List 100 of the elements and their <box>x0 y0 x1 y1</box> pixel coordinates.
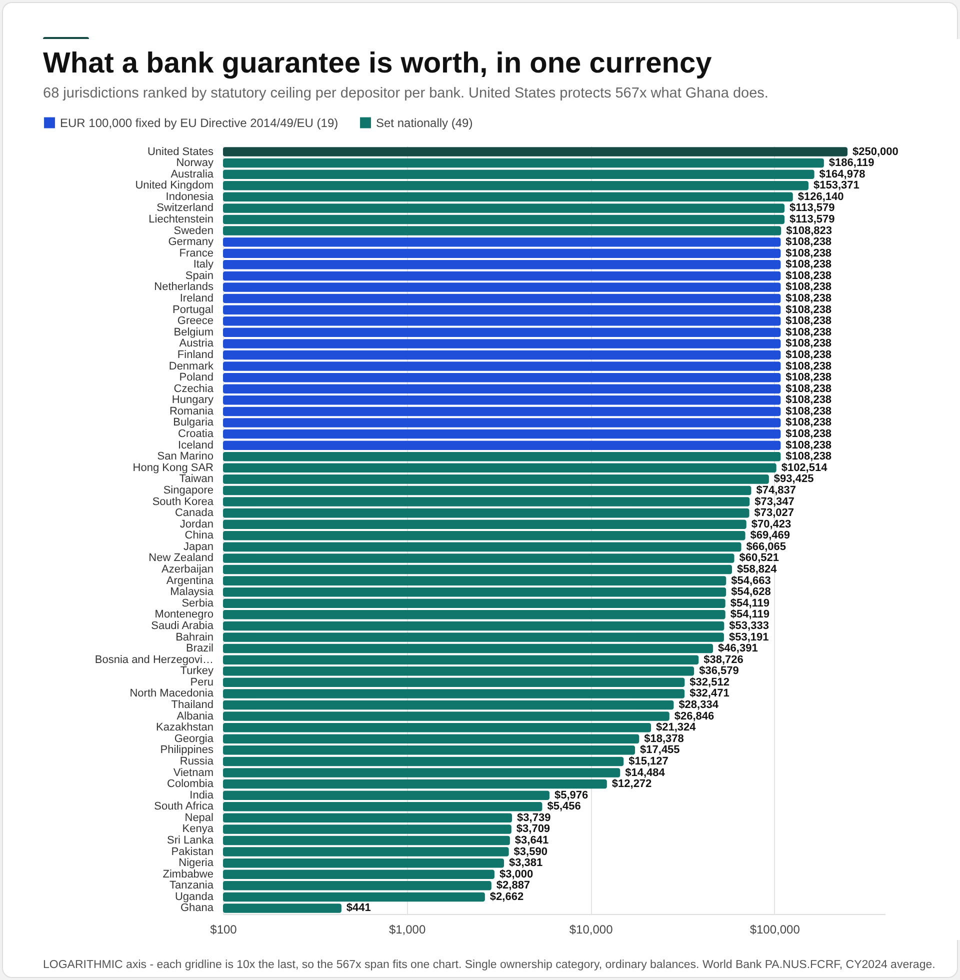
data-label: $46,391 <box>718 642 758 655</box>
chart-title: What a bank guarantee is worth, in one currency <box>43 48 712 80</box>
data-label: $28,334 <box>678 699 720 712</box>
data-label: $113,579 <box>790 202 835 214</box>
data-label: $3,739 <box>517 812 551 824</box>
x-tick-label: $100 <box>210 922 238 936</box>
y-tick-label: Malaysia <box>170 586 214 598</box>
y-tick-label: Uganda <box>174 890 214 903</box>
y-tick-label: United States <box>147 146 214 158</box>
y-tick-label: Zimbabwe <box>162 868 214 880</box>
data-label: $108,238 <box>786 270 832 282</box>
y-tick-label: Thailand <box>171 699 214 712</box>
legend-label: Set nationally (49) <box>376 116 473 130</box>
data-label: $70,423 <box>751 518 792 530</box>
data-label: $108,238 <box>786 394 832 406</box>
data-label: $54,119 <box>730 608 770 621</box>
y-tick-label: Belgium <box>174 326 214 338</box>
y-tick-label: Nigeria <box>178 857 214 870</box>
data-label: $113,579 <box>790 214 835 226</box>
y-tick-label: Kenya <box>182 823 214 836</box>
y-tick-label: France <box>179 247 214 260</box>
data-label: $250,000 <box>852 146 898 158</box>
data-label: $5,456 <box>547 800 581 813</box>
y-tick-label: Peru <box>190 676 214 688</box>
data-label: $14,484 <box>625 766 666 779</box>
y-tick-label: Saudi Arabia <box>151 620 214 632</box>
y-tick-label: South Africa <box>154 800 214 813</box>
y-tick-label: Denmark <box>168 360 214 372</box>
data-label: $108,238 <box>786 348 832 361</box>
y-tick-label: San Marino <box>157 450 214 463</box>
chart-subtitle: 68 jurisdictions ranked by statutory ceiling per depositor per bank. United States protects 567x what Ghana does. <box>43 86 768 102</box>
y-tick-label: Czechia <box>174 382 214 395</box>
data-label: $3,381 <box>509 857 543 870</box>
y-tick-label: Switzerland <box>156 202 214 214</box>
y-tick-label: Jordan <box>180 518 214 530</box>
y-tick-label: United Kingdom <box>135 180 214 192</box>
data-label: $108,238 <box>786 372 832 384</box>
y-tick-label: Azerbaijan <box>162 564 214 576</box>
y-tick-label: Austria <box>179 338 214 350</box>
y-tick-label: Singapore <box>163 484 214 496</box>
legend-label: EUR 100,000 fixed by EU Directive 2014/49/EU (19) <box>60 116 338 130</box>
data-label: $66,065 <box>746 540 786 553</box>
y-tick-label: China <box>184 530 214 542</box>
y-tick-label: Japan <box>184 540 214 553</box>
data-label: $102,514 <box>781 462 828 474</box>
data-label: $53,191 <box>728 631 769 644</box>
data-label: $108,238 <box>786 338 832 350</box>
data-label: $153,371 <box>813 180 860 192</box>
y-tick-label: Spain <box>185 270 214 282</box>
y-tick-label: Nepal <box>184 812 214 824</box>
y-tick-label: Croatia <box>178 428 214 440</box>
y-tick-label: Greece <box>177 315 214 328</box>
data-label: $186,119 <box>828 157 874 170</box>
data-label: $3,709 <box>516 823 550 836</box>
y-tick-label: Sri Lanka <box>167 834 214 846</box>
data-label: $60,521 <box>739 552 780 564</box>
y-tick-label: Liechtenstein <box>148 214 214 226</box>
y-tick-label: Poland <box>179 372 214 384</box>
y-tick-label: New Zealand <box>148 552 214 564</box>
y-tick-label: Australia <box>170 168 214 180</box>
data-label: $2,662 <box>490 890 524 903</box>
data-label: $108,238 <box>786 258 832 271</box>
data-label: $108,238 <box>786 439 832 452</box>
data-label: $93,425 <box>774 473 814 486</box>
y-tick-label: Portugal <box>172 304 214 316</box>
data-label: $126,140 <box>798 190 844 203</box>
y-tick-label: Netherlands <box>154 281 214 294</box>
y-tick-label: Iceland <box>178 439 214 452</box>
y-tick-label: Finland <box>177 348 214 361</box>
data-label: $73,347 <box>754 496 794 508</box>
data-label: $108,238 <box>786 236 832 248</box>
data-label: $108,238 <box>786 304 832 316</box>
y-tick-label: Colombia <box>167 778 214 790</box>
data-label: $108,238 <box>786 281 832 294</box>
y-tick-label: Indonesia <box>166 190 214 203</box>
data-label: $54,663 <box>731 574 771 587</box>
y-tick-label: Romania <box>169 405 214 418</box>
y-tick-label: Brazil <box>186 642 214 655</box>
y-tick-label: Vietnam <box>173 766 214 779</box>
data-label: $108,238 <box>786 450 832 463</box>
data-label: $15,127 <box>628 755 668 768</box>
data-label: $21,324 <box>656 722 697 734</box>
data-label: $108,238 <box>786 360 832 372</box>
data-label: $164,978 <box>819 168 866 180</box>
data-label: $3,590 <box>514 846 548 858</box>
data-label: $108,238 <box>786 247 832 260</box>
y-tick-label: Taiwan <box>179 473 214 486</box>
y-tick-label: Russia <box>180 755 214 768</box>
data-label: $108,238 <box>786 292 832 305</box>
data-label: $5,976 <box>554 789 588 802</box>
y-tick-label: Kazakhstan <box>156 722 214 734</box>
data-label: $108,238 <box>786 405 832 418</box>
y-tick-label: India <box>190 789 214 802</box>
y-tick-label: Tanzania <box>169 880 214 892</box>
y-tick-label: Bahrain <box>176 631 214 644</box>
data-label: $108,238 <box>786 428 832 440</box>
y-tick-label: Montenegro <box>154 608 214 621</box>
data-label: $108,238 <box>786 315 832 328</box>
y-tick-label: Serbia <box>182 597 214 610</box>
y-tick-label: Ghana <box>180 902 214 914</box>
